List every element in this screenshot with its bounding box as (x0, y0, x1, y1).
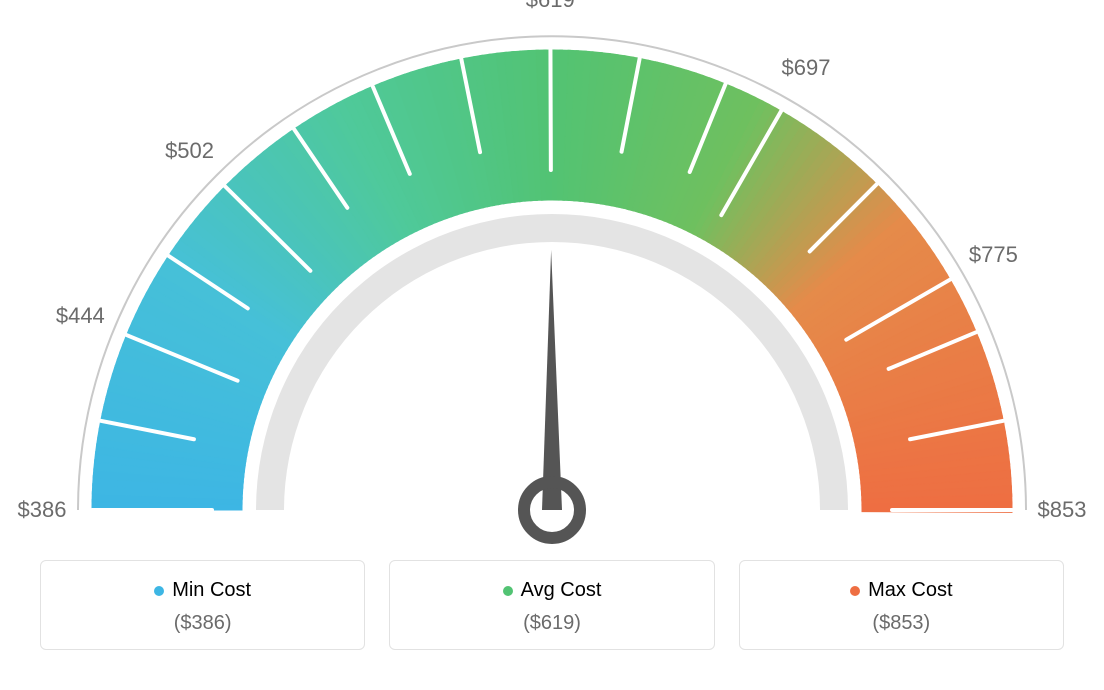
legend-label-max: Max Cost (868, 579, 952, 602)
gauge-svg (0, 0, 1104, 550)
tick-label: $444 (56, 303, 105, 329)
legend-value-min: ($386) (51, 612, 354, 635)
legend-dot-max (850, 586, 860, 596)
legend-card-max: Max Cost ($853) (739, 560, 1064, 650)
legend-card-min: Min Cost ($386) (40, 560, 365, 650)
tick-label: $775 (969, 242, 1018, 268)
legend-title-avg: Avg Cost (503, 579, 602, 602)
legend-title-max: Max Cost (850, 579, 952, 602)
legend-title-min: Min Cost (154, 579, 251, 602)
legend-label-avg: Avg Cost (521, 579, 602, 602)
legend-card-avg: Avg Cost ($619) (389, 560, 714, 650)
gauge-chart: $386 $444 $502 $619 $697 $775 $853 (0, 0, 1104, 550)
legend-label-min: Min Cost (172, 579, 251, 602)
legend-dot-min (154, 586, 164, 596)
legend-dot-avg (503, 586, 513, 596)
tick-label: $853 (1038, 497, 1087, 523)
tick-label: $619 (526, 0, 575, 13)
tick-label: $386 (18, 497, 67, 523)
tick-label: $697 (782, 55, 831, 81)
legend-row: Min Cost ($386) Avg Cost ($619) Max Cost… (0, 560, 1104, 650)
tick-label: $502 (165, 138, 214, 164)
legend-value-avg: ($619) (400, 612, 703, 635)
legend-value-max: ($853) (750, 612, 1053, 635)
